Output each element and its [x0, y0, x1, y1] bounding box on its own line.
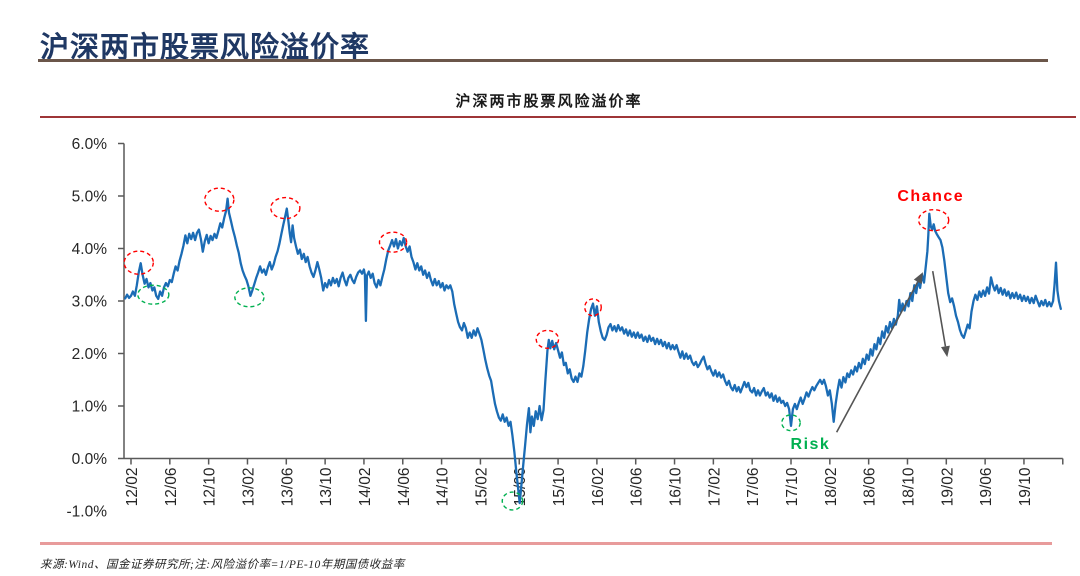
annotation-ellipse-green-4 — [234, 287, 265, 308]
x-tick-label: 16/10 — [668, 467, 685, 506]
chance-down-arrow-shaft — [931, 270, 947, 347]
risk-to-chance-up-arrow-head — [913, 272, 924, 284]
y-tick-label: 5.0% — [72, 189, 108, 206]
y-tick-label: -1.0% — [67, 504, 108, 521]
x-tick-label: 13/02 — [240, 468, 257, 507]
x-tick-label: 19/10 — [1017, 467, 1034, 506]
risk-to-chance-up-arrow-shaft — [835, 281, 919, 433]
x-tick-label: 12/02 — [124, 468, 141, 507]
x-tick-label: 12/10 — [202, 467, 219, 506]
x-tick-label: 16/06 — [629, 468, 646, 507]
x-tick-label: 18/02 — [823, 468, 840, 507]
annotation-ellipse-red-5 — [270, 196, 301, 220]
page-title: 沪深两市股票风险溢价率 — [40, 32, 371, 64]
annotation-ellipse-red-3 — [204, 187, 235, 212]
source-note: 来源:Wind、国金证券研究所;注:风险溢价率=1/PE-10年期国债收益率 — [40, 559, 405, 571]
x-tick-label: 17/02 — [706, 468, 723, 507]
x-tick-label: 14/10 — [435, 467, 452, 506]
x-tick-label: 12/06 — [163, 468, 180, 507]
risk-premium-line — [124, 197, 1062, 505]
x-tick-label: 15/02 — [473, 468, 490, 507]
chart-title: 沪深两市股票风险溢价率 — [455, 94, 643, 110]
chart-bottom-divider — [40, 542, 1052, 545]
annotation-label-risk: Risk — [791, 436, 831, 453]
annotation-ellipse-red-11 — [917, 208, 950, 232]
header-rule-divider — [38, 59, 1048, 62]
y-tick-label: 3.0% — [72, 294, 108, 311]
x-tick-label: 14/02 — [357, 468, 374, 507]
y-tick-label: 1.0% — [72, 399, 108, 416]
x-tick-label: 14/06 — [396, 468, 413, 507]
x-tick-label: 15/10 — [551, 467, 568, 506]
annotation-ellipse-green-7 — [501, 491, 524, 511]
x-tick-label: 19/02 — [939, 468, 956, 507]
y-tick-label: 0.0% — [72, 451, 108, 468]
chart-top-divider — [40, 116, 1076, 118]
annotation-ellipse-green-10 — [781, 414, 801, 432]
y-tick-label: 2.0% — [72, 346, 108, 363]
x-tick-label: 17/06 — [745, 468, 762, 507]
x-tick-label: 13/10 — [318, 467, 335, 506]
annotation-ellipse-red-6 — [378, 231, 408, 253]
y-tick-label: 6.0% — [72, 136, 108, 153]
x-tick-label: 16/02 — [590, 468, 607, 507]
x-tick-label: 18/06 — [862, 468, 879, 507]
chance-down-arrow-head — [941, 345, 950, 358]
annotation-ellipse-red-8 — [535, 329, 560, 349]
x-tick-label: 17/10 — [784, 467, 801, 506]
annotation-label-chance: Chance — [897, 188, 964, 205]
x-tick-label: 19/06 — [978, 467, 995, 506]
y-tick-label: 4.0% — [72, 241, 108, 258]
annotation-ellipse-green-2 — [137, 284, 170, 305]
x-tick-label: 13/06 — [279, 468, 296, 507]
x-tick-label: 18/10 — [900, 467, 917, 506]
annotation-ellipse-red-9 — [584, 298, 602, 317]
annotation-ellipse-red-1 — [123, 250, 155, 275]
